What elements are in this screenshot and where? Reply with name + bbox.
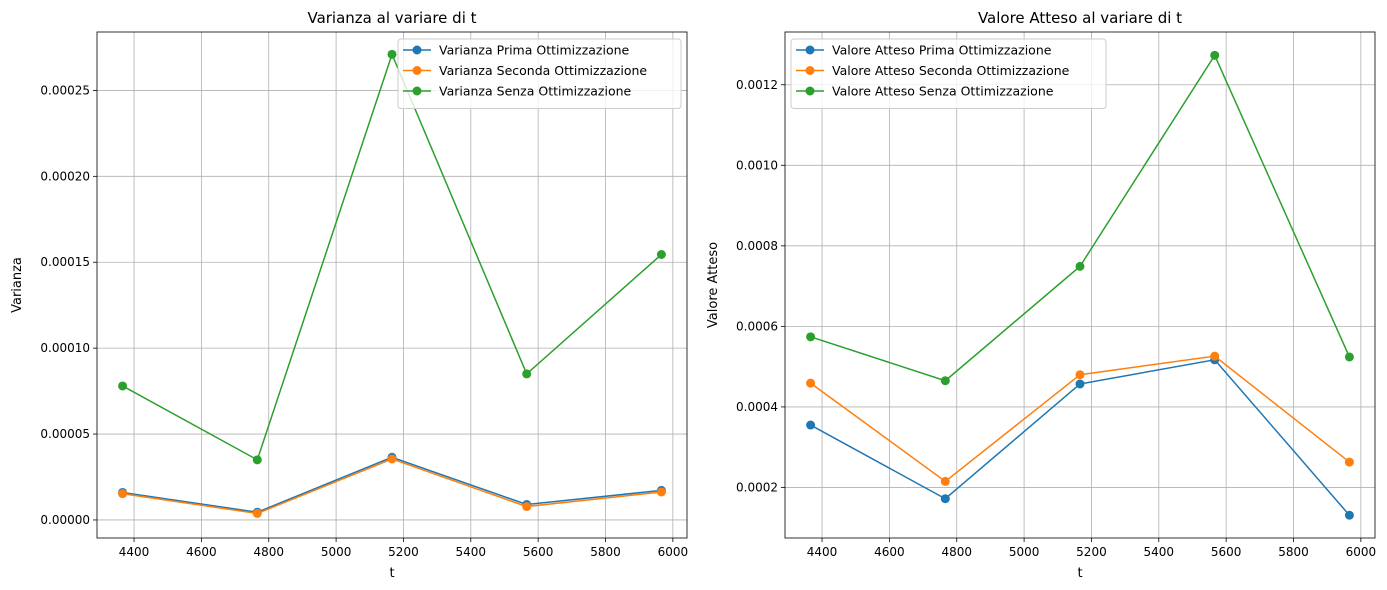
legend-marker-2 <box>805 66 815 75</box>
x-tick-label: 5800 <box>590 545 621 559</box>
x-tick-label: 5400 <box>1144 545 1175 559</box>
legend-box <box>790 38 1107 109</box>
y-tick-label: 0.0006 <box>736 319 778 333</box>
data-point <box>118 381 128 391</box>
legend-entry-3: Varianza Senza Ottimizzazione <box>439 84 632 99</box>
axes-frame <box>96 31 688 539</box>
chart-varianza: 4400 4600 4800 5000 5200 5400 5600 5800 6000 0.00… <box>10 9 688 581</box>
y-tick-label: 0.00005 <box>40 427 90 441</box>
legend-marker-2 <box>412 66 422 75</box>
y-axis-label: Valore Atteso <box>706 242 721 328</box>
series-line-2 <box>122 458 662 515</box>
y-tick-label: 0.00020 <box>40 169 90 183</box>
data-point <box>656 487 666 497</box>
x-tick-label: 6000 <box>1346 545 1377 559</box>
legend-entry-2: Valore Atteso Seconda Ottimizzazione <box>832 63 1070 78</box>
y-tick-label: 0.0010 <box>736 158 778 172</box>
legend-entry-2: Varianza Seconda Ottimizzazione <box>439 63 647 78</box>
series-line-3 <box>122 52 662 461</box>
x-tick-label: 5400 <box>456 545 487 559</box>
y-tick-label: 0.0012 <box>736 78 778 92</box>
y-tick-label: 0.00000 <box>40 513 90 527</box>
data-point <box>806 332 816 342</box>
data-point <box>1344 352 1354 362</box>
x-tick-label: 5600 <box>523 545 554 559</box>
data-point <box>387 454 397 464</box>
legend-marker-3 <box>412 86 422 96</box>
y-tick-label: 0.0008 <box>736 239 778 253</box>
data-point <box>1075 261 1085 271</box>
x-tick-label: 4600 <box>874 545 905 559</box>
chart-valore-atteso: 4400 4600 4800 5000 5200 5400 5600 5800 6000 0.00… <box>706 9 1376 581</box>
legend-box <box>397 38 682 109</box>
data-point <box>1344 457 1354 467</box>
axes-frame <box>784 31 1376 539</box>
data-point <box>1075 370 1085 380</box>
data-point <box>1210 351 1220 361</box>
chart-title: Valore Atteso al variare di t <box>978 9 1182 27</box>
data-point <box>806 378 816 388</box>
data-point <box>940 376 950 386</box>
y-axis-label: Varianza <box>10 257 25 313</box>
x-tick-label: 5200 <box>1076 545 1107 559</box>
y-tick-label: 0.00025 <box>40 83 90 97</box>
data-point <box>118 489 128 499</box>
data-point <box>806 420 816 430</box>
data-point <box>522 369 532 379</box>
x-tick-label: 4800 <box>253 545 284 559</box>
data-point <box>387 49 397 59</box>
x-tick-label: 4400 <box>807 545 838 559</box>
data-point <box>656 250 666 260</box>
legend-marker-1 <box>412 45 422 55</box>
series-line-1 <box>122 456 662 513</box>
legend-entry-1: Varianza Prima Ottimizzazione <box>439 43 630 58</box>
legend-marker-3 <box>805 86 815 96</box>
x-tick-label: 5000 <box>321 545 352 559</box>
x-tick-label: 4800 <box>941 545 972 559</box>
data-point <box>1210 50 1220 60</box>
x-tick-label: 5200 <box>388 545 419 559</box>
legend-marker-1 <box>805 45 815 55</box>
legend-entry-3: Valore Atteso Senza Ottimizzazione <box>832 84 1054 99</box>
data-point <box>252 455 262 465</box>
data-point <box>1075 379 1085 389</box>
x-tick-label: 5000 <box>1009 545 1040 559</box>
x-axis-label: t <box>389 566 394 581</box>
y-tick-label: 0.0002 <box>736 480 778 494</box>
x-tick-label: 5600 <box>1211 545 1242 559</box>
x-axis-label: t <box>1077 566 1082 581</box>
data-point <box>940 476 950 486</box>
y-tick-label: 0.0004 <box>736 400 778 414</box>
y-tick-label: 0.00010 <box>40 341 90 355</box>
data-point <box>1344 510 1354 520</box>
data-point <box>252 508 262 518</box>
data-point <box>522 502 532 512</box>
y-tick-label: 0.00015 <box>40 255 90 269</box>
x-tick-label: 5800 <box>1278 545 1309 559</box>
legend-entry-1: Valore Atteso Prima Ottimizzazione <box>832 43 1052 58</box>
x-tick-label: 4600 <box>186 545 217 559</box>
data-point <box>940 494 950 504</box>
x-tick-label: 6000 <box>658 545 689 559</box>
x-tick-label: 4400 <box>119 545 150 559</box>
chart-title: Varianza al variare di t <box>307 9 476 27</box>
